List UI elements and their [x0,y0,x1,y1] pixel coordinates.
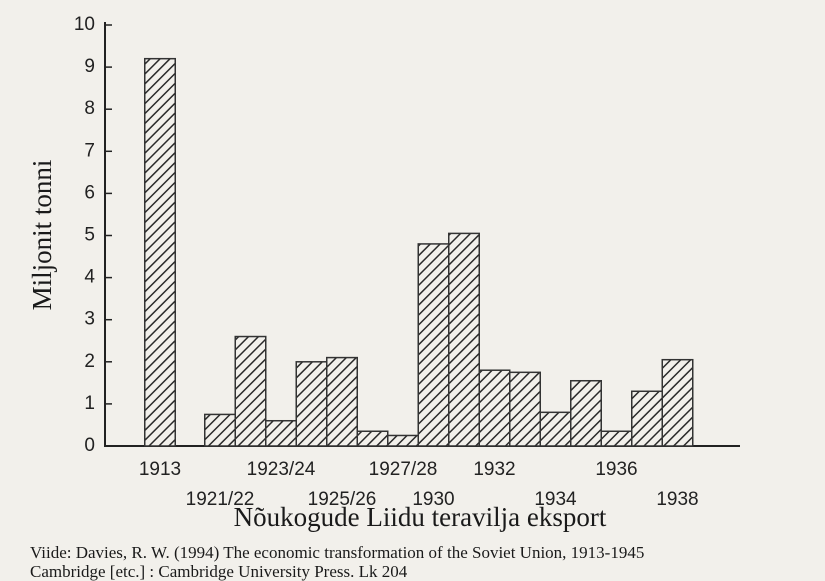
y-tick-label: 7 [84,140,95,161]
y-tick-label: 8 [84,98,95,119]
bar [539,411,572,447]
bar [661,358,694,447]
y-tick-label: 5 [84,225,95,246]
y-tick-label: 3 [84,309,95,330]
bar [478,369,511,447]
x-tick-label: 1934 [534,489,577,510]
y-tick-label: 1 [84,393,95,414]
bar [417,243,450,447]
y-tick-label: 9 [84,56,95,77]
bar [326,356,358,447]
bar [631,390,663,447]
x-tick-label: 1921/22 [186,489,255,510]
x-tick-label: 1930 [412,489,454,510]
y-tick-label: 6 [84,182,95,203]
x-tick-label: 1938 [656,489,698,510]
bar [600,430,633,447]
x-tick-label: 1932 [473,459,515,480]
bar [356,430,389,447]
chart-title: Nõukogude Liidu teravilja eksport [234,502,607,532]
bar [387,434,419,447]
y-tick-label: 10 [74,14,95,35]
bar [570,379,602,447]
x-tick-label: 1927/28 [369,459,438,480]
bar [204,413,236,447]
bar [448,232,480,447]
x-tick-label: 1923/24 [247,459,316,480]
x-tick-label: 1936 [595,459,637,480]
x-tick-label: 1913 [139,459,181,480]
source-line: Cambridge [etc.] : Cambridge University … [30,562,408,581]
bar [265,419,297,447]
bar [295,361,328,447]
y-axis-label: Miljonit tonni [27,160,57,311]
y-tick-label: 4 [84,267,95,288]
bar [509,371,541,447]
bar [234,335,267,447]
bar [144,57,176,447]
y-tick-label: 2 [84,351,95,372]
source-line: Viide: Davies, R. W. (1994) The economic… [30,543,644,562]
y-tick-label: 0 [84,435,95,456]
x-tick-label: 1925/26 [308,489,377,510]
